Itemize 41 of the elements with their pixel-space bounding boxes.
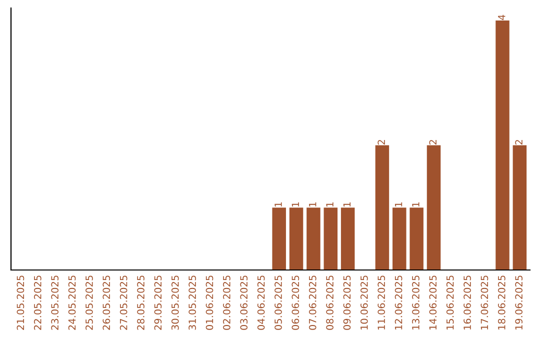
x-tick-label: 07.06.2025 [308,276,316,330]
x-tick-label: 29.05.2025 [154,276,162,330]
x-tick-label: 17.06.2025 [480,276,488,330]
x-tick-label: 21.05.2025 [16,276,24,330]
data-label: 2 [378,140,385,145]
x-tick-label: 26.05.2025 [102,276,110,330]
x-tick-label: 22.05.2025 [34,276,42,330]
x-tick-label: 03.06.2025 [240,276,248,330]
x-tick-label: 09.06.2025 [343,276,351,330]
x-tick-label: 02.06.2025 [223,276,230,330]
x-tick-label: 11.06.2025 [378,276,386,330]
x-tick-label: 23.05.2025 [51,276,59,330]
x-tick-label: 06.06.2025 [292,276,300,330]
x-tick-label: 10.06.2025 [360,276,368,330]
data-label: 1 [292,202,299,207]
x-tick-label: 16.06.2025 [464,276,471,330]
data-label: 1 [412,202,420,207]
x-tick-label: 14.06.2025 [429,276,437,330]
x-tick-label: 01.06.2025 [206,276,214,330]
data-label: 1 [309,202,316,207]
x-tick-label: 27.05.2025 [120,276,128,330]
x-tick-label: 18.06.2025 [498,276,506,330]
x-tick-label: 19.06.2025 [515,276,523,330]
data-label: 1 [274,202,282,207]
x-tick-label: 08.06.2025 [326,276,334,330]
x-tick-label: 24.05.2025 [68,276,76,330]
x-tick-label: 31.05.2025 [188,276,196,330]
x-tick-label: 05.06.2025 [274,276,282,330]
x-tick-label: 30.05.2025 [171,276,179,330]
x-tick-label: 13.06.2025 [412,276,420,330]
data-label: 2 [429,140,436,145]
x-tick-label: 15.06.2025 [446,276,454,330]
data-label: 2 [515,140,522,145]
x-tick-label: 28.05.2025 [137,276,144,330]
data-label: 1 [394,202,402,207]
data-label: 4 [498,14,506,20]
data-label: 1 [326,202,334,207]
x-tick-label: 12.06.2025 [394,276,402,330]
x-tick-label: 25.05.2025 [86,276,93,330]
x-tick-label: 04.06.2025 [257,276,265,330]
data-label: 1 [343,202,351,207]
